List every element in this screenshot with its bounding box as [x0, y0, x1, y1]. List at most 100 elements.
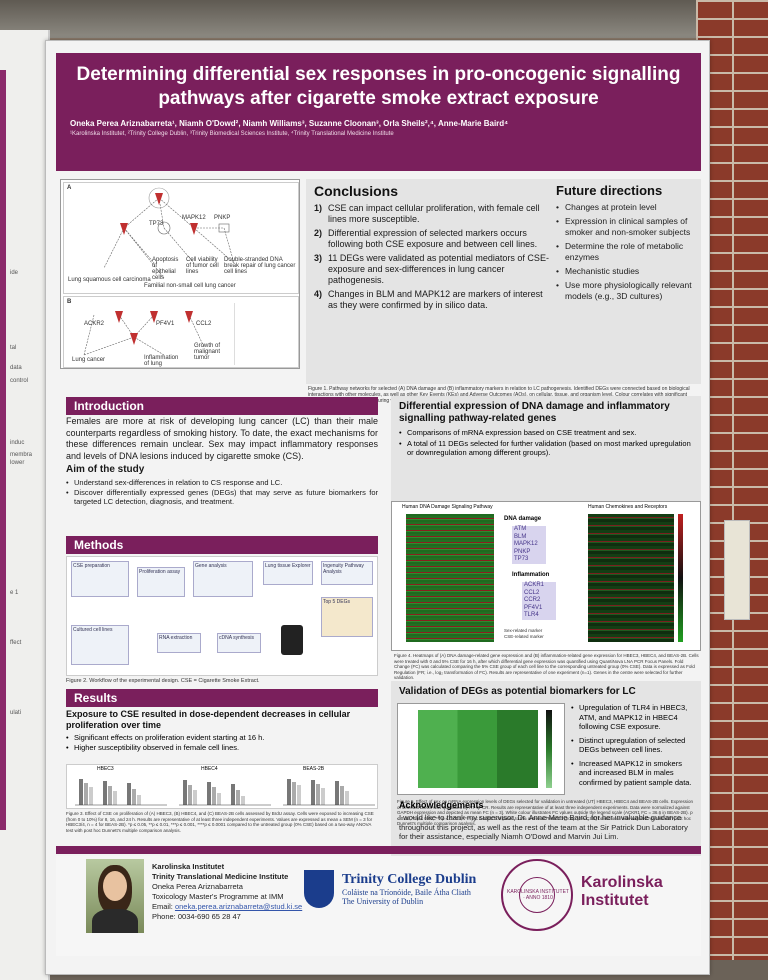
node-label: Inflammation of lung	[144, 355, 179, 367]
network-diagram-a	[103, 187, 235, 279]
adjacent-text: ffect	[10, 640, 22, 646]
heatmap-legend: Sex-related marker CSE-related marker	[504, 628, 544, 640]
dna-gene-list: ATM BLM MAPK12 PNKP TP73	[512, 526, 546, 564]
panel-title: HBEC3	[97, 766, 114, 772]
future-item: Changes at protein level	[556, 202, 696, 213]
tcd-irish-name: Coláiste na Tríonóide, Baile Átha Cliath	[342, 888, 471, 897]
dna-damage-label: DNA damage	[504, 516, 542, 522]
conclusion-item: 3) 11 DEGs were validated as potential me…	[314, 253, 554, 286]
results-body: Exposure to CSE resulted in dose-depende…	[66, 709, 378, 753]
contact-name: Oneka Perea Ariznabarreta	[152, 882, 243, 891]
heatmap-color-scale	[678, 514, 683, 642]
tcd-logo-text: Trinity College Dublin Coláiste na Tríon…	[342, 872, 476, 906]
contact-info: Karolinska Institutet Trinity Translatio…	[152, 862, 302, 922]
contact-program: Toxicology Master's Programme at IMM	[152, 892, 284, 901]
poster-header: Determining differential sex responses i…	[56, 53, 701, 171]
adjacent-text: ulati	[10, 710, 22, 716]
item-number: 3)	[314, 253, 323, 263]
workflow-box: Gene analysis	[193, 561, 253, 597]
results-heading: Results	[66, 689, 378, 707]
conclusions-panel: Conclusions 1) CSE can impact cellular pr…	[306, 179, 701, 384]
adjacent-text: data	[10, 365, 22, 371]
differential-list: Comparisons of mRNA expression based on …	[399, 428, 693, 457]
differential-heading: Differential expression of DNA damage an…	[399, 401, 670, 424]
future-item: Mechanistic studies	[556, 266, 696, 277]
validation-item: Increased MAPK12 in smokers and increase…	[571, 759, 696, 788]
legend-entry: CSE-related marker	[504, 634, 544, 639]
validation-heatmap	[418, 710, 538, 788]
workflow-box: Top 5 DEGs	[321, 597, 373, 637]
qpcr-machine	[281, 625, 303, 655]
gene-label: TLR4	[524, 612, 539, 618]
adjacent-poster-strip	[0, 70, 6, 830]
contact-institute: Trinity Translational Medicine Institute	[152, 872, 289, 881]
figure-4-heatmaps: Human DNA Damage Signaling Pathway Human…	[391, 501, 701, 651]
heatmap-title: Human DNA Damage Signaling Pathway	[402, 504, 493, 510]
figure-1a-panel: A Apoptosis of epithelial cells Cell via…	[63, 182, 299, 294]
dna-damage-heatmap	[406, 514, 494, 642]
inflammation-gene-list: ACKR1 CCL2 CCR2 PF4V1 TLR4	[522, 582, 556, 620]
future-directions: Future directions Changes at protein lev…	[556, 183, 696, 305]
validation-color-scale	[546, 710, 552, 788]
author-list: Oneka Perea Ariznabarreta¹, Niamh O'Dowd…	[70, 119, 509, 128]
aim-section: Aim of the study Understand sex-differen…	[60, 464, 378, 506]
adjacent-text: induc	[10, 440, 25, 446]
item-text: Changes in BLM and MAPK12 are markers of…	[328, 289, 543, 310]
adjacent-text: membra	[10, 452, 33, 458]
validation-list: Upregulation of TLR4 in HBEC3, ATM, and …	[571, 703, 696, 791]
proliferation-bars	[75, 779, 375, 806]
ki-name-line: Karolinska	[581, 874, 663, 891]
panel-title: BEAS-2B	[303, 766, 325, 772]
gene-label: ACKR1	[524, 582, 545, 588]
background-wall	[0, 0, 768, 38]
photo-face	[103, 871, 127, 901]
node-label: Familial non-small cell lung cancer	[144, 283, 236, 289]
chemokine-heatmap	[588, 514, 674, 642]
workflow-box: Cultured cell lines	[71, 625, 129, 665]
network-diagram-b	[83, 311, 205, 356]
aim-list: Understand sex-differences in relation t…	[66, 478, 378, 506]
email-label: Email:	[152, 902, 173, 911]
node-label: Cell viability of tumor cell lines	[186, 257, 219, 275]
heatmap-title: Human Chemokines and Receptors	[588, 504, 668, 510]
figure-2-caption: Figure 2. Workflow of the experimental d…	[66, 678, 260, 684]
contact-phone: Phone: 0034-690 65 28 47	[152, 912, 241, 921]
results-list: Significant effects on proliferation evi…	[66, 733, 378, 753]
differential-item: A total of 11 DEGs selected for further …	[399, 439, 693, 457]
ki-name-line: Institutet	[581, 892, 649, 909]
item-number: 1)	[314, 203, 323, 213]
future-item: Determine the role of metabolic enzymes	[556, 241, 696, 263]
future-heading: Future directions	[556, 183, 663, 198]
methods-heading: Methods	[66, 536, 378, 554]
footer-divider	[56, 846, 701, 854]
ki-seal-text: KAROLINSKA INSTITUTET · ANNO 1810	[507, 889, 569, 901]
node-label: CCL2	[196, 321, 212, 327]
contact-institution: Karolinska Institutet	[152, 862, 225, 871]
node-label: Lung cancer	[72, 357, 106, 363]
adjacent-text: e 1	[10, 590, 19, 596]
future-item: Expression in clinical samples of smoker…	[556, 216, 696, 238]
differential-item: Comparisons of mRNA expression based on …	[399, 428, 693, 437]
node-label: PF4V1	[156, 321, 175, 327]
workflow-box: RNA extraction	[157, 633, 201, 653]
poster-title: Determining differential sex responses i…	[76, 64, 681, 109]
item-text: Differential expression of selected mark…	[328, 228, 538, 249]
validation-panel: Validation of DEGs as potential biomarke…	[391, 681, 701, 861]
workflow-box: Lung tissue Explorer	[263, 561, 313, 585]
workflow-box: cDNA synthesis	[217, 633, 261, 653]
node-label: MAPK12	[182, 215, 206, 221]
acknowledgements-text: I would like to thank my supervisor, Dr.…	[399, 813, 688, 841]
validation-item: Distinct upregulation of selected DEGs b…	[571, 736, 696, 755]
workflow-box: Ingenuity Pathway Analysis	[321, 561, 373, 585]
conclusion-item: 1) CSE can impact cellular proliferation,…	[314, 203, 554, 225]
figure-3-proliferation: HBEC3 HBEC4 BEAS-2B	[66, 764, 378, 809]
poster: Determining differential sex responses i…	[45, 40, 710, 975]
node-label: Growth of malignant tumor	[194, 343, 221, 361]
introduction-text: Females are more at risk of developing l…	[66, 416, 378, 461]
email-link[interactable]: oneka.perea.ariznabarreta@stud.ki.se	[174, 902, 303, 911]
figure-1-pathways: A Apoptosis of epithelial cells Cell via…	[60, 179, 300, 369]
item-text: 11 DEGs were validated as potential medi…	[328, 253, 549, 285]
acknowledgements-heading: Acknowledgements	[399, 800, 484, 810]
results-item: Higher susceptibility observed in female…	[66, 743, 378, 753]
validation-item: Upregulation of TLR4 in HBEC3, ATM, and …	[571, 703, 696, 732]
